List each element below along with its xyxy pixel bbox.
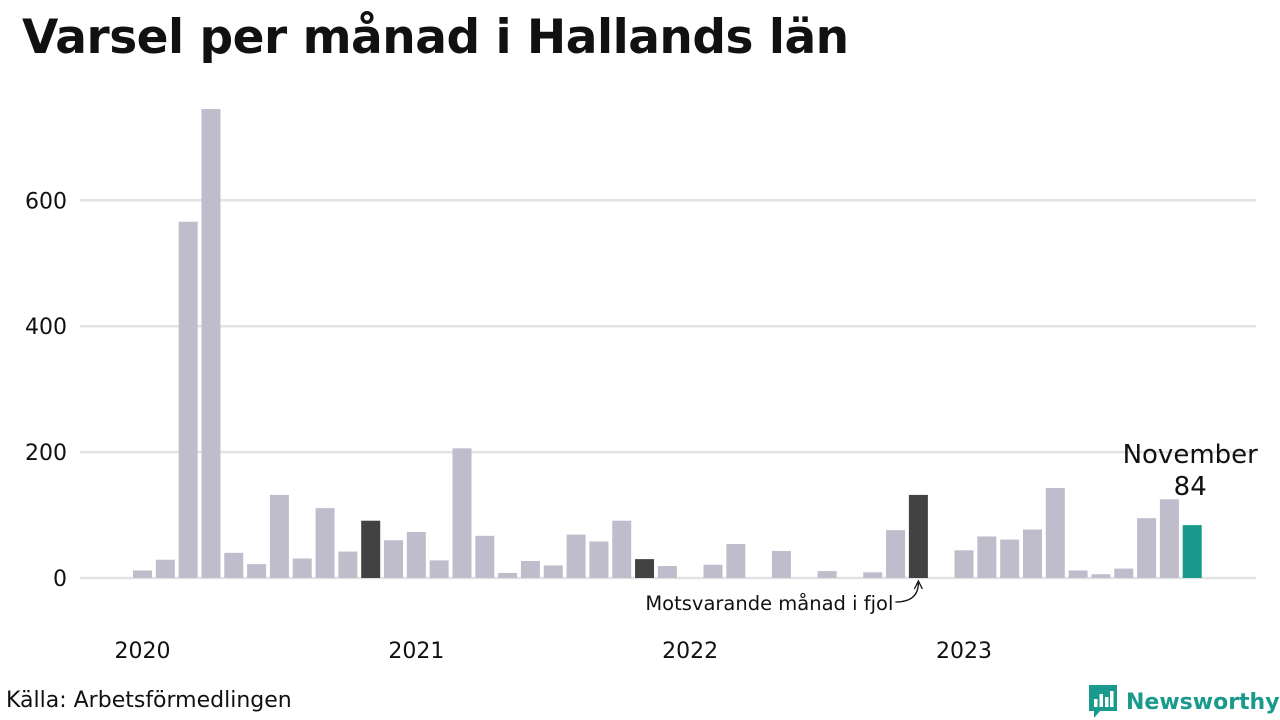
bar-2021-12 <box>657 566 677 578</box>
bars <box>133 109 1202 579</box>
bar-2020-10 <box>338 551 358 578</box>
bar-2023-05 <box>1045 487 1065 578</box>
bar-2022-11 <box>908 494 928 578</box>
bar-2023-07 <box>1091 574 1111 578</box>
x-tick-label: 2022 <box>662 639 718 664</box>
bar-2021-11 <box>635 559 655 578</box>
bar-2022-02 <box>703 564 723 578</box>
gridlines <box>80 199 1256 580</box>
y-tick-label: 0 <box>53 567 67 592</box>
bar-2023-03 <box>1000 539 1020 578</box>
bar-2023-06 <box>1068 570 1088 578</box>
bar-2020-03 <box>178 221 198 578</box>
annotation-arrowhead <box>913 579 923 590</box>
bar-2021-01 <box>406 532 426 578</box>
bar-2021-07 <box>543 565 563 578</box>
bar-2022-07 <box>817 571 837 578</box>
bar-2020-04 <box>201 109 221 579</box>
brand-logo: Newsworthy <box>1088 684 1280 720</box>
bar-2023-01 <box>954 550 974 578</box>
bar-2023-10 <box>1159 499 1179 578</box>
y-tick-label: 200 <box>25 441 67 466</box>
x-tick-label: 2021 <box>388 639 444 664</box>
bar-2022-05 <box>771 550 791 578</box>
bar-2020-05 <box>224 552 244 578</box>
bar-2020-07 <box>269 494 289 578</box>
bar-2021-06 <box>520 561 540 578</box>
bar-2023-02 <box>977 536 997 578</box>
prev-year-annotation: Motsvarande månad i fjol <box>645 592 893 615</box>
bar-2022-09 <box>863 572 883 578</box>
bar-2020-12 <box>384 540 404 578</box>
bar-2021-09 <box>589 541 609 578</box>
x-tick-label: 2023 <box>936 639 992 664</box>
x-axis-ticks: 2020 2021 2022 2023 <box>115 639 993 664</box>
y-tick-label: 600 <box>25 189 67 214</box>
bar-2021-04 <box>475 535 495 578</box>
bar-2020-02 <box>155 559 175 578</box>
x-tick-label: 2020 <box>115 639 171 664</box>
bar-2020-06 <box>247 564 267 578</box>
bar-2023-11 <box>1182 525 1202 578</box>
bar-2021-02 <box>429 560 449 578</box>
y-tick-label: 400 <box>25 315 67 340</box>
bar-2021-05 <box>498 572 518 578</box>
bar-2021-10 <box>612 520 632 578</box>
annotation-arrow <box>895 582 920 603</box>
y-axis-ticks: 0 200 400 600 <box>25 189 67 592</box>
bar-2020-01 <box>133 570 152 578</box>
source-note: Källa: Arbetsförmedlingen <box>6 688 292 713</box>
bar-2023-09 <box>1137 518 1157 578</box>
current-month-label: November <box>1123 440 1259 470</box>
brand-name: Newsworthy <box>1126 689 1280 715</box>
bar-2021-08 <box>566 534 586 578</box>
bar-2023-04 <box>1022 529 1042 578</box>
bar-2020-08 <box>292 558 312 578</box>
bar-2020-11 <box>361 520 381 578</box>
current-value-label: 84 <box>1174 472 1207 502</box>
newsworthy-logo-icon <box>1089 685 1117 718</box>
bar-2022-10 <box>886 530 906 578</box>
bar-2020-09 <box>315 508 335 578</box>
bar-2021-03 <box>452 448 472 578</box>
bar-2023-08 <box>1114 568 1134 578</box>
chart-title: Varsel per månad i Hallands län <box>22 10 849 65</box>
bar-2022-03 <box>726 544 746 578</box>
